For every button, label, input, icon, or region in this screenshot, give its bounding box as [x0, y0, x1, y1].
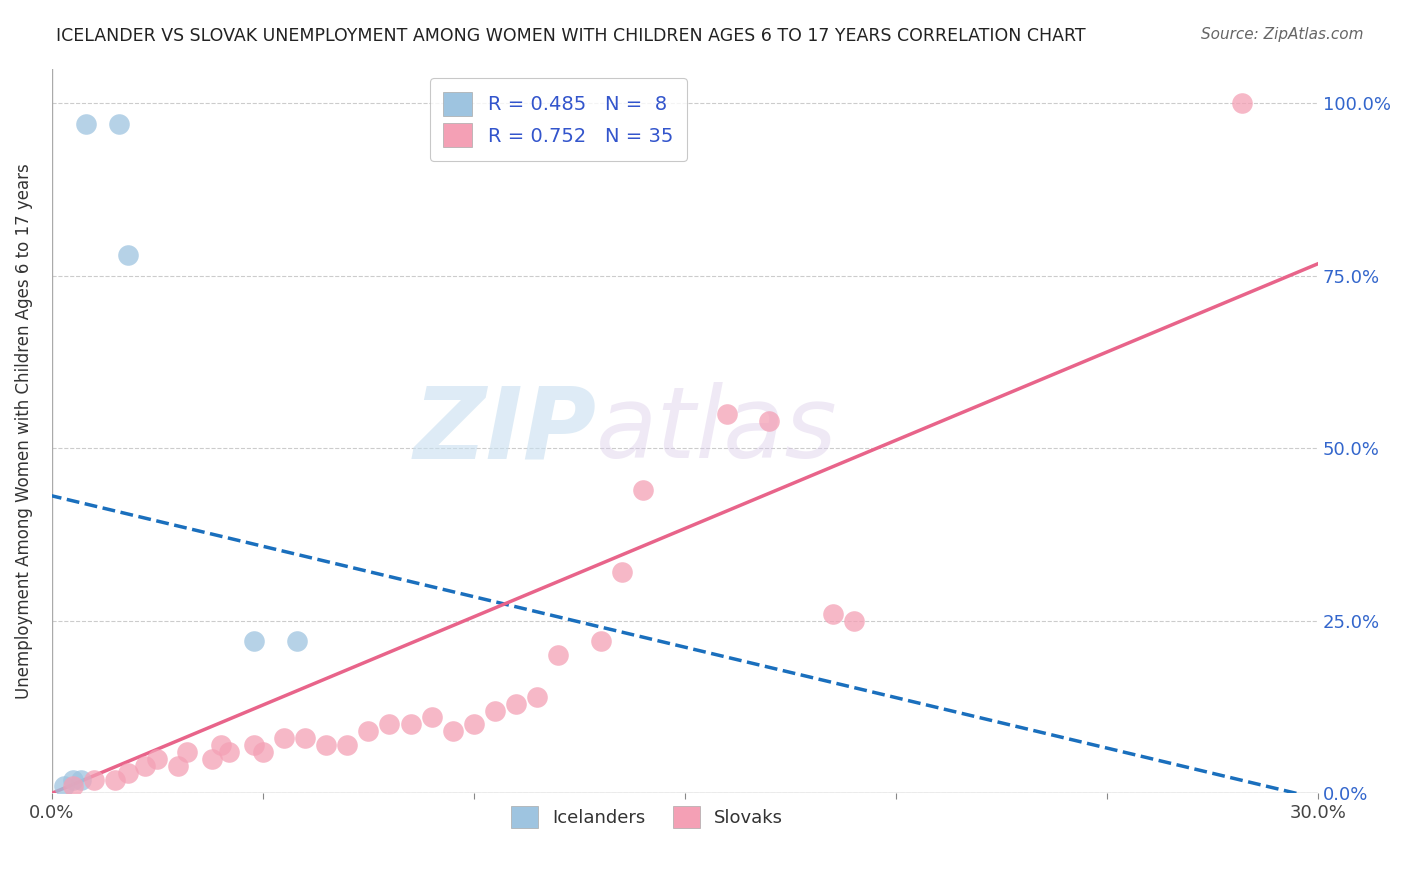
Point: [589, 634, 612, 648]
Point: [1230, 96, 1253, 111]
Point: [252, 745, 274, 759]
Point: [357, 724, 380, 739]
Point: [484, 704, 506, 718]
Point: [62, 772, 84, 787]
Point: [716, 407, 738, 421]
Point: [70, 772, 93, 787]
Point: [821, 607, 844, 621]
Point: [526, 690, 548, 704]
Text: atlas: atlas: [596, 383, 838, 479]
Point: [167, 758, 190, 772]
Point: [146, 752, 169, 766]
Point: [117, 765, 139, 780]
Point: [176, 745, 198, 759]
Point: [631, 483, 654, 497]
Y-axis label: Unemployment Among Women with Children Ages 6 to 17 years: Unemployment Among Women with Children A…: [15, 163, 32, 698]
Point: [218, 745, 240, 759]
Point: [463, 717, 485, 731]
Point: [378, 717, 401, 731]
Point: [209, 738, 232, 752]
Text: Source: ZipAtlas.com: Source: ZipAtlas.com: [1201, 27, 1364, 42]
Point: [315, 738, 337, 752]
Point: [201, 752, 224, 766]
Point: [420, 710, 443, 724]
Point: [83, 772, 105, 787]
Point: [441, 724, 464, 739]
Point: [505, 697, 527, 711]
Point: [547, 648, 569, 663]
Point: [117, 248, 139, 262]
Point: [134, 758, 156, 772]
Point: [75, 117, 97, 131]
Point: [285, 634, 308, 648]
Text: ZIP: ZIP: [413, 383, 596, 479]
Text: ICELANDER VS SLOVAK UNEMPLOYMENT AMONG WOMEN WITH CHILDREN AGES 6 TO 17 YEARS CO: ICELANDER VS SLOVAK UNEMPLOYMENT AMONG W…: [56, 27, 1085, 45]
Point: [758, 414, 780, 428]
Point: [243, 738, 266, 752]
Point: [243, 634, 266, 648]
Point: [336, 738, 359, 752]
Point: [104, 772, 127, 787]
Point: [53, 780, 76, 794]
Point: [294, 731, 316, 745]
Point: [842, 614, 865, 628]
Point: [273, 731, 295, 745]
Legend: Icelanders, Slovaks: Icelanders, Slovaks: [503, 798, 790, 835]
Point: [62, 780, 84, 794]
Point: [108, 117, 131, 131]
Point: [399, 717, 422, 731]
Point: [610, 566, 633, 580]
